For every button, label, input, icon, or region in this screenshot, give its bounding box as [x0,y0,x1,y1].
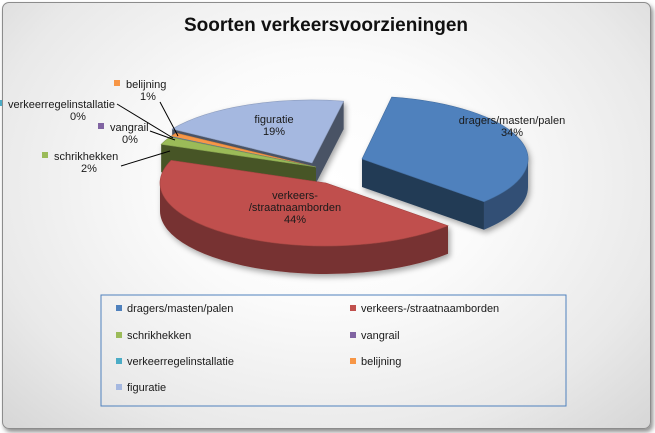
leader-line [149,130,176,141]
legend-item-dragers-masten-palen: dragers/masten/palen [116,303,233,315]
leader-line [120,150,171,167]
label-swatch [42,152,48,158]
legend-label: belijning [361,356,401,368]
data-label-category: verkeerregelinstallatie [8,99,115,111]
legend-item-figuratie: figuratie [116,382,166,394]
data-label-category: vangrail [110,122,149,134]
data-label-value: 0% [122,134,138,146]
chart-title: Soorten verkeersvoorzieningen [184,15,468,36]
legend-swatch [350,358,356,364]
legend-swatch [116,384,122,390]
legend-swatch [350,305,356,311]
slice-verkeers-straatnaamborden [159,159,449,247]
pie-layer [159,96,529,274]
legend: dragers/masten/palen verkeers-/straatnaam… [100,294,567,407]
slice-side-verkeers-straatnaamborden [159,183,448,274]
slice-side-dragers-masten-palen [483,159,528,230]
legend-swatch [116,332,122,338]
label-swatch [472,116,478,122]
data-label-category: figuratie [254,114,293,126]
legend-label: dragers/masten/palen [127,303,233,315]
legend-item-verkeerregelinstallatie: verkeerregelinstallatie [116,356,234,368]
data-label-category: dragers/masten/palen [459,115,565,127]
slice-schrikhekken [160,136,317,168]
data-label-category: schrikhekken [54,151,118,163]
label-swatch [114,80,120,86]
legend-label: figuratie [127,382,166,394]
legend-label: schrikhekken [127,330,191,342]
legend-swatch [116,358,122,364]
legend-item-belijning: belijning [350,356,401,368]
data-label-value: 0% [70,111,86,123]
pie-3d-group [159,96,529,274]
data-label-category: /straatnaamborden [249,202,341,214]
label-swatch [0,100,2,106]
legend-item-vangrail: vangrail [350,330,400,342]
leader-line [116,103,174,139]
data-label-value: 1% [140,91,156,103]
leader-line [159,101,179,137]
slice-wall-figuratie [312,101,344,191]
legend-label: verkeers-/straatnaamborden [361,303,499,315]
slice-dragers-masten-palen [361,96,529,203]
slice-figuratie [171,99,345,164]
legend-label: verkeerregelinstallatie [127,356,234,368]
legend-item-schrikhekken: schrikhekken [116,330,191,342]
data-label-category: verkeers- [272,190,318,202]
legend-swatch [116,305,122,311]
data-label-value: 44% [284,214,306,226]
data-label-category: belijning [126,79,166,91]
legend-box [100,294,567,407]
label-swatch [98,123,104,129]
data-label-value: 34% [501,127,523,139]
slice-wall-dragers-masten-palen [362,159,484,230]
legend-item-verkeers-straatnaamborden: verkeers-/straatnaamborden [350,303,499,315]
legend-label: vangrail [361,330,400,342]
data-label-value: 2% [81,163,97,175]
data-label-value: 19% [263,126,285,138]
legend-swatch [350,332,356,338]
